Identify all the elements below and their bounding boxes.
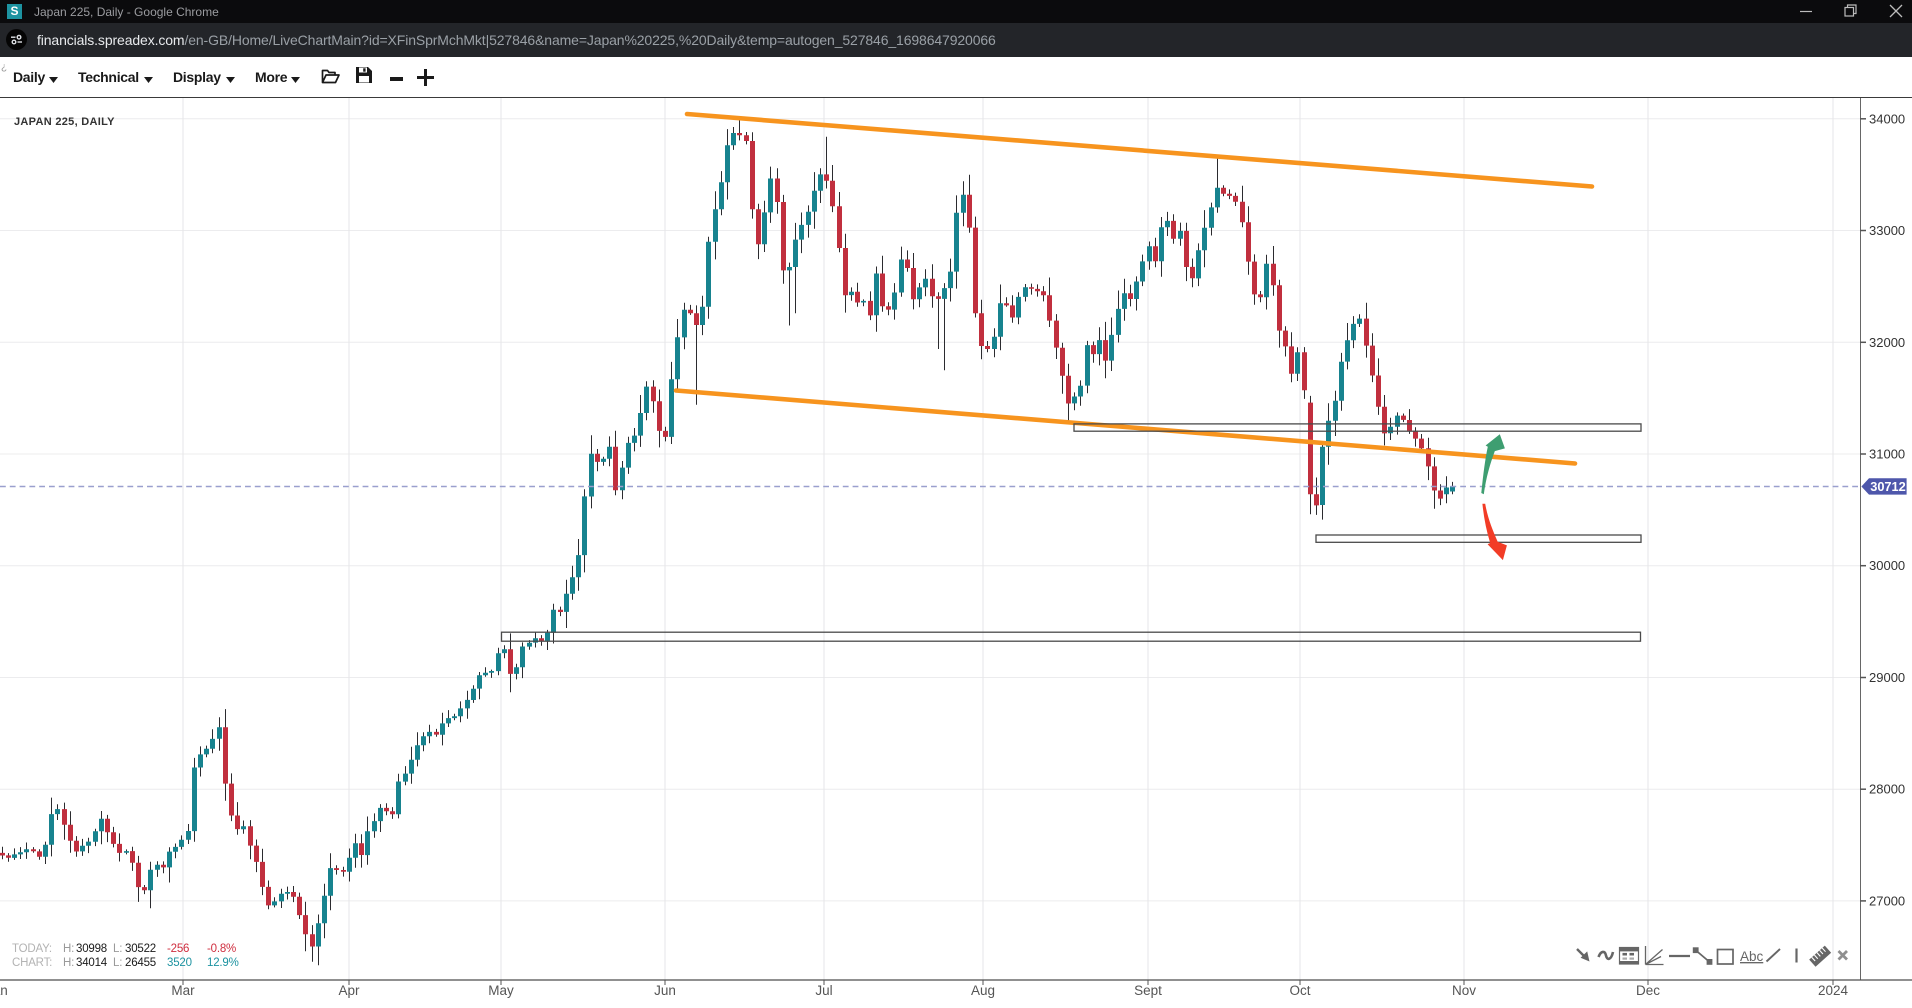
svg-text:29000: 29000 [1869,670,1905,685]
svg-text:May: May [488,983,514,998]
svg-text:Jan: Jan [0,983,8,998]
svg-text:Dec: Dec [1636,983,1660,998]
svg-text:Aug: Aug [971,983,995,998]
svg-text:32000: 32000 [1869,335,1905,350]
svg-text:Jul: Jul [815,983,832,998]
svg-text:33000: 33000 [1869,223,1905,238]
svg-text:28000: 28000 [1869,782,1905,797]
svg-text:Mar: Mar [171,983,195,998]
svg-text:Abc: Abc [1740,949,1764,964]
svg-text:30000: 30000 [1869,558,1905,573]
svg-text:34000: 34000 [1869,111,1905,126]
svg-text:Apr: Apr [338,983,360,998]
svg-text:Jun: Jun [654,983,676,998]
svg-text:31000: 31000 [1869,447,1905,462]
svg-text:2024: 2024 [1818,983,1849,998]
svg-text:30712: 30712 [1870,479,1906,494]
svg-text:Oct: Oct [1289,983,1310,998]
svg-text:Sept: Sept [1134,983,1162,998]
svg-text:Nov: Nov [1452,983,1476,998]
svg-text:27000: 27000 [1869,893,1905,908]
